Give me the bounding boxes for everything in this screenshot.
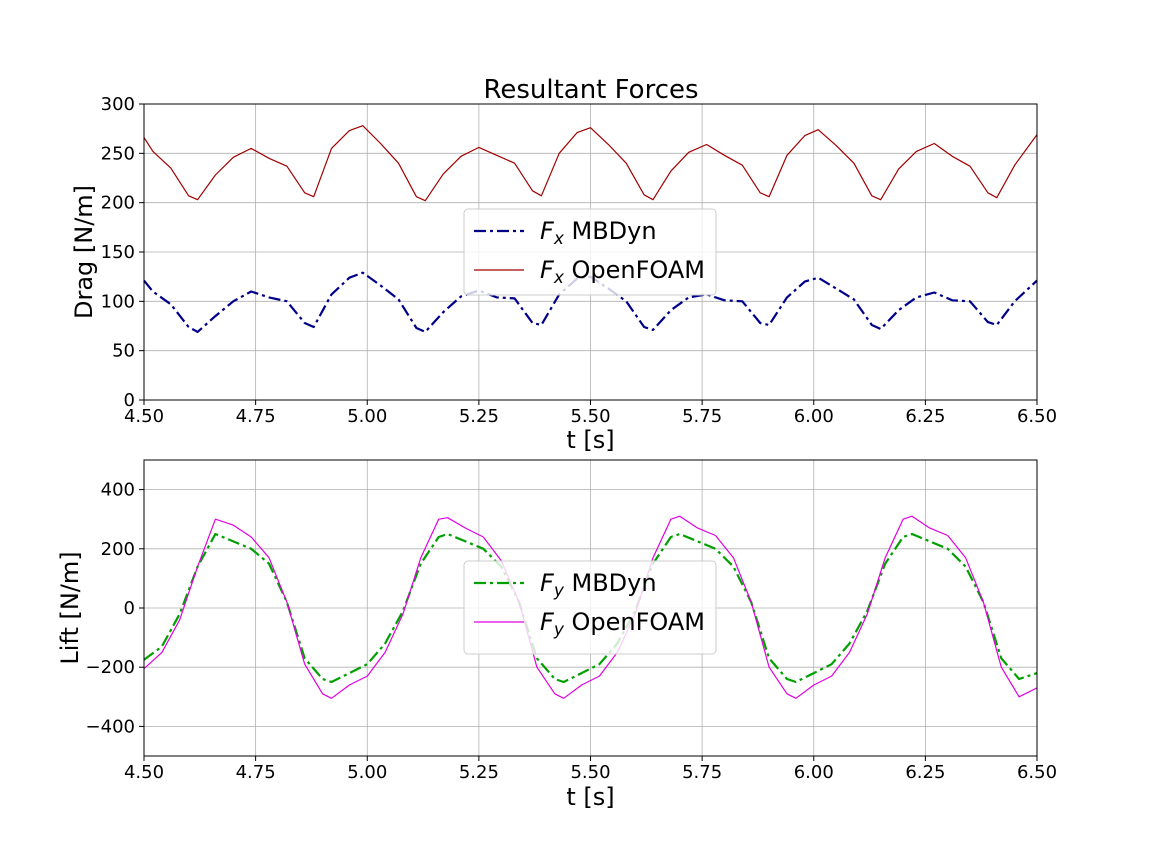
y-tick-label: 400 (101, 480, 135, 501)
x-tick-label: 6.25 (905, 406, 945, 427)
x-tick-label: 5.00 (347, 406, 387, 427)
x-tick-label: 6.50 (1017, 762, 1057, 783)
chart-title: Resultant Forces (483, 75, 698, 105)
x-tick-label: 4.50 (124, 406, 164, 427)
y-axis-label: Lift [N/m] (56, 551, 84, 664)
x-tick-label: 6.25 (905, 762, 945, 783)
legend: Fx MBDyn Fx OpenFOAM (463, 208, 717, 296)
x-tick-label: 6.00 (794, 406, 834, 427)
y-axis-label: Drag [N/m] (70, 185, 98, 319)
x-tick-label: 4.75 (236, 406, 276, 427)
x-axis-label: t [s] (566, 783, 614, 811)
x-tick-label: 5.25 (459, 406, 499, 427)
x-tick-label: 5.75 (682, 406, 722, 427)
x-axis-label: t [s] (566, 426, 614, 454)
y-tick-label: 300 (101, 94, 135, 115)
series-line-2 (143, 515, 1038, 699)
legend-box (463, 208, 717, 296)
legend: Fy MBDyn Fy OpenFOAM (463, 560, 717, 655)
y-tick-label: −400 (86, 716, 135, 737)
drag-plot: 4.50 4.75 5.00 5.25 5.50 5.75 6.00 6.25 6.50 0 50 1… (70, 94, 1057, 454)
y-tick-label: −200 (86, 657, 135, 678)
x-tick-label: 4.75 (236, 762, 276, 783)
y-tick-label: 0 (124, 598, 135, 619)
x-tick-label: 4.50 (124, 762, 164, 783)
legend-label-1: Fx MBDyn (540, 217, 657, 249)
series-line-2 (143, 125, 1038, 202)
legend-label-1: Fy MBDyn (540, 569, 657, 601)
x-tick-label: 5.50 (570, 406, 610, 427)
x-tick-label: 5.75 (682, 762, 722, 783)
y-tick-label: 100 (101, 291, 135, 312)
legend-label-2: Fy OpenFOAM (540, 608, 705, 640)
y-tick-label: 250 (101, 143, 135, 164)
y-tick-label: 50 (112, 341, 135, 362)
legend-box (463, 560, 717, 655)
x-tick-label: 6.00 (794, 762, 834, 783)
x-tick-label: 5.25 (459, 762, 499, 783)
y-tick-label: 200 (101, 539, 135, 560)
y-tick-label: 150 (101, 242, 135, 263)
x-tick-label: 6.50 (1017, 406, 1057, 427)
legend-label-2: Fx OpenFOAM (540, 256, 705, 288)
series-line-1 (143, 532, 1038, 684)
y-tick-label: 0 (124, 390, 135, 411)
lift-plot: 4.50 4.75 5.00 5.25 5.50 5.75 6.00 6.25 6.50 −400… (56, 459, 1057, 811)
x-tick-label: 5.50 (570, 762, 610, 783)
x-tick-label: 5.00 (347, 762, 387, 783)
y-tick-label: 200 (101, 193, 135, 214)
